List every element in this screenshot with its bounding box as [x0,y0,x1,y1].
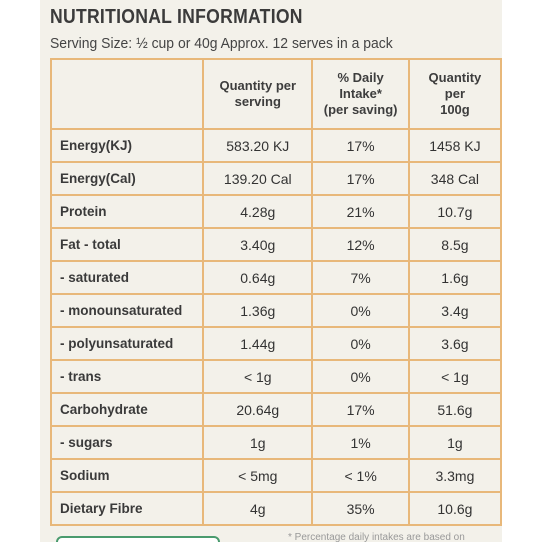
quantity-per-100g-cell: 8.5g [407,227,502,262]
header-quantity-per-serving: Quantity per serving [202,58,314,130]
nutrient-name: Dietary Fibre [49,491,205,526]
table-header-row: Quantity per serving % Daily Intake* (pe… [49,58,502,130]
quantity-per-serving-cell: < 1g [202,359,314,394]
table-row: - monounsaturated 1.36g 0% 3.4g [49,293,502,328]
quantity-per-100g-cell: 1.6g [407,260,502,295]
quantity-per-serving-cell: 20.64g [202,392,314,427]
nutrient-name: Carbohydrate [49,392,205,427]
header-blank [49,58,205,130]
quantity-per-serving-cell: 3.40g [202,227,314,262]
quantity-per-serving-cell: 1.36g [202,293,314,328]
nutrient-name: - saturated [49,260,205,295]
quantity-per-100g-cell: 1g [407,425,502,460]
table-row: - trans < 1g 0% < 1g [49,359,502,394]
daily-intake-cell: 17% [311,128,410,163]
header-daily-intake: % Daily Intake* (per saving) [311,58,410,130]
nutrient-name: - sugars [49,425,205,460]
daily-intake-cell: 0% [311,326,410,361]
nutrient-name: - monounsaturated [49,293,205,328]
nutrition-panel: NUTRITIONAL INFORMATION Serving Size: ½ … [40,0,502,542]
nutrient-name: - trans [49,359,205,394]
table-row: - saturated 0.64g 7% 1.6g [49,260,502,295]
quantity-per-serving-cell: < 5mg [202,458,314,493]
quantity-per-100g-cell: 3.6g [407,326,502,361]
daily-intake-cell: 0% [311,359,410,394]
quantity-per-100g-cell: 348 Cal [407,161,502,196]
quantity-per-serving-cell: 139.20 Cal [202,161,314,196]
table-row: Fat - total 3.40g 12% 8.5g [49,227,502,262]
daily-intake-cell: 35% [311,491,410,526]
quantity-per-100g-cell: < 1g [407,359,502,394]
nutrient-name: Energy(Cal) [49,161,205,196]
nutrient-name: Fat - total [49,227,205,262]
quantity-per-serving-cell: 583.20 KJ [202,128,314,163]
daily-intake-cell: 17% [311,392,410,427]
quantity-per-100g-cell: 10.7g [407,194,502,229]
table-row: Protein 4.28g 21% 10.7g [49,194,502,229]
table-row: Energy(KJ) 583.20 KJ 17% 1458 KJ [49,128,502,163]
quantity-per-100g-cell: 3.3mg [407,458,502,493]
daily-intake-cell: 7% [311,260,410,295]
daily-intake-cell: 21% [311,194,410,229]
quantity-per-serving-cell: 4g [202,491,314,526]
nutrient-name: Energy(KJ) [49,128,205,163]
header-quantity-per-100g: Quantity per 100g [407,58,502,130]
quantity-per-serving-cell: 4.28g [202,194,314,229]
nutrition-table: Quantity per serving % Daily Intake* (pe… [49,58,502,526]
table-row: Carbohydrate 20.64g 17% 51.6g [49,392,502,427]
daily-intake-cell: 17% [311,161,410,196]
table-row: - sugars 1g 1% 1g [49,425,502,460]
quantity-per-100g-cell: 1458 KJ [407,128,502,163]
nutrient-name: Sodium [49,458,205,493]
quantity-per-100g-cell: 3.4g [407,293,502,328]
table-row: Energy(Cal) 139.20 Cal 17% 348 Cal [49,161,502,196]
table-row: - polyunsaturated 1.44g 0% 3.6g [49,326,502,361]
green-label-strip [56,536,220,542]
daily-intake-cell: < 1% [311,458,410,493]
nutrient-name: - polyunsaturated [49,326,205,361]
daily-intake-cell: 1% [311,425,410,460]
footnote: * Percentage daily intakes are based on [288,532,465,542]
quantity-per-serving-cell: 1g [202,425,314,460]
daily-intake-cell: 12% [311,227,410,262]
quantity-per-100g-cell: 10.6g [407,491,502,526]
daily-intake-cell: 0% [311,293,410,328]
nutrient-name: Protein [49,194,205,229]
quantity-per-100g-cell: 51.6g [407,392,502,427]
serving-size-text: Serving Size: ½ cup or 40g Approx. 12 se… [50,35,393,52]
table-row: Dietary Fibre 4g 35% 10.6g [49,491,502,526]
table-row: Sodium < 5mg < 1% 3.3mg [49,458,502,493]
quantity-per-serving-cell: 1.44g [202,326,314,361]
panel-title: NUTRITIONAL INFORMATION [50,6,303,28]
quantity-per-serving-cell: 0.64g [202,260,314,295]
